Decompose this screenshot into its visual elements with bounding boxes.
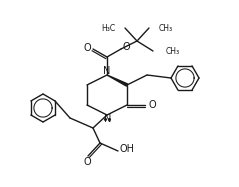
Text: CH₃: CH₃ — [166, 47, 180, 56]
Text: O: O — [83, 157, 91, 167]
Text: O: O — [83, 43, 91, 53]
Text: N: N — [103, 66, 111, 76]
Text: OH: OH — [120, 144, 135, 154]
Polygon shape — [107, 75, 128, 86]
Text: H₃C: H₃C — [101, 24, 115, 33]
Text: N: N — [104, 114, 112, 124]
Text: CH₃: CH₃ — [159, 24, 173, 33]
Text: O: O — [148, 100, 156, 110]
Text: O: O — [122, 42, 130, 52]
